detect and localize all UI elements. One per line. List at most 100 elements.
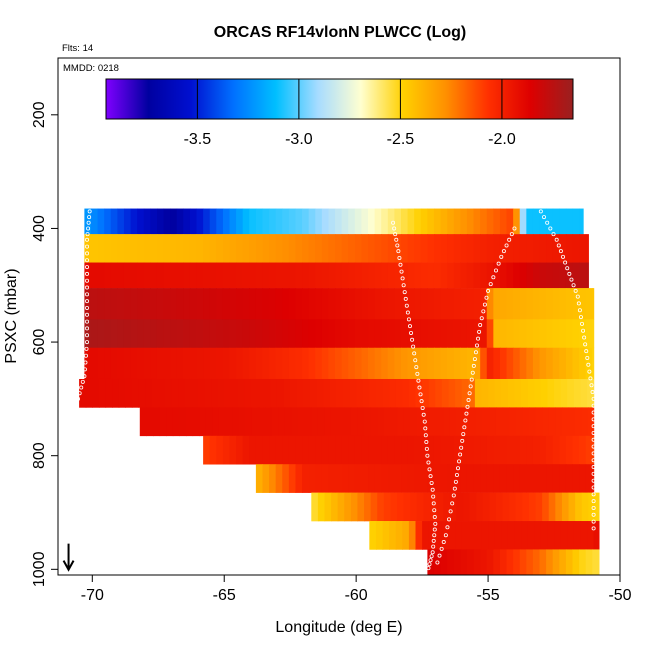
track-point [439, 546, 444, 551]
track-point [451, 493, 456, 498]
heatmap-cell [427, 435, 435, 465]
heatmap-cell [295, 319, 303, 349]
heatmap-cell [275, 435, 283, 465]
heatmap-cell [335, 347, 343, 380]
heatmap-cell [242, 234, 250, 263]
heatmap-cell [143, 319, 151, 349]
heatmap-cell [176, 319, 184, 349]
heatmap-cell [381, 435, 389, 465]
track-point [405, 310, 410, 315]
track-point [587, 369, 592, 374]
heatmap-cell [539, 234, 547, 263]
heatmap-cell [257, 378, 265, 408]
track-point [413, 358, 418, 363]
heatmap-cell [229, 319, 237, 349]
track-point [407, 324, 412, 329]
track-point [455, 466, 460, 471]
heatmap-cell [513, 549, 521, 576]
heatmap-cell [130, 208, 138, 235]
heatmap-cell [480, 549, 488, 576]
arrow-head [62, 560, 75, 572]
heatmap-cell [196, 262, 204, 289]
heatmap-cell [408, 378, 417, 408]
heatmap-cell [381, 347, 389, 380]
track-point [583, 342, 588, 347]
heatmap-cell [262, 435, 270, 465]
heatmap-cell [560, 378, 568, 408]
heatmap-cell [130, 288, 138, 320]
heatmap-cell [374, 319, 382, 349]
heatmap-cell [295, 435, 303, 465]
track-point [403, 296, 408, 301]
track-point [85, 326, 90, 331]
heatmap-cell [348, 319, 356, 349]
heatmap-cell [389, 378, 397, 408]
heatmap-cell [145, 378, 153, 408]
heatmap-cell [288, 262, 297, 289]
track-point [80, 379, 85, 384]
heatmap-cell [203, 288, 211, 320]
heatmap-cell [559, 549, 567, 576]
heatmap-cell [552, 464, 560, 493]
heatmap-cell [315, 347, 323, 380]
heatmap-cell [269, 288, 277, 320]
heatmap-cell [435, 378, 443, 408]
heatmap-cell [302, 347, 310, 380]
heatmap-cell [84, 288, 92, 320]
heatmap-cell [354, 347, 363, 380]
track-point [82, 374, 87, 379]
heatmap-cell [580, 521, 588, 550]
heatmap-cell [203, 319, 211, 349]
heatmap-cell [546, 549, 554, 576]
heatmap-cell [539, 549, 547, 576]
track-point [428, 474, 433, 479]
heatmap-cell [282, 347, 290, 380]
heatmap-cell [449, 492, 458, 522]
heatmap-cell [552, 549, 560, 576]
heatmap-cell [255, 262, 264, 289]
heatmap-cell [593, 521, 600, 550]
heatmap-cell [150, 262, 158, 289]
heatmap-cell [90, 262, 99, 289]
heatmap-cell [473, 435, 481, 465]
heatmap-cell [453, 208, 461, 235]
heatmap-cell [561, 492, 570, 522]
heatmap-cell [422, 378, 430, 408]
heatmap-cell [387, 288, 396, 320]
x-tick-label: -65 [213, 587, 236, 604]
heatmap-cell [302, 234, 310, 263]
heatmap-cell [493, 464, 501, 493]
track-point [581, 328, 586, 333]
heatmap-cell [236, 319, 244, 349]
heatmap-cell [552, 288, 560, 320]
heatmap-cell [258, 407, 266, 437]
heatmap-cell [368, 262, 376, 289]
y-axis: 200 400 600 800 1000 [31, 101, 59, 587]
heatmap-cell [224, 378, 232, 408]
heatmap-cell [104, 262, 112, 289]
track-point [580, 321, 585, 326]
heatmap-cell [341, 208, 349, 235]
heatmap-cell [137, 208, 145, 235]
y-tick-label: 1000 [31, 551, 48, 587]
track-point [85, 244, 90, 249]
track-point [561, 254, 566, 259]
heatmap-cell [539, 319, 547, 349]
heatmap-cell [572, 464, 580, 493]
heatmap-cell [534, 378, 542, 408]
heatmap-cell [579, 262, 587, 289]
heatmap-cell [513, 319, 521, 349]
heatmap-cell [526, 319, 534, 349]
track-point [590, 390, 595, 395]
heatmap-cell [440, 435, 448, 465]
heatmap-cell [456, 407, 464, 437]
heatmap-cell [453, 435, 461, 465]
heatmap-cell [397, 492, 405, 522]
heatmap-cell [499, 208, 508, 235]
track-point [585, 355, 590, 360]
track-point [558, 249, 563, 254]
heatmap-cell [519, 288, 527, 320]
heatmap-cell [335, 208, 343, 235]
heatmap-cell [196, 288, 204, 320]
